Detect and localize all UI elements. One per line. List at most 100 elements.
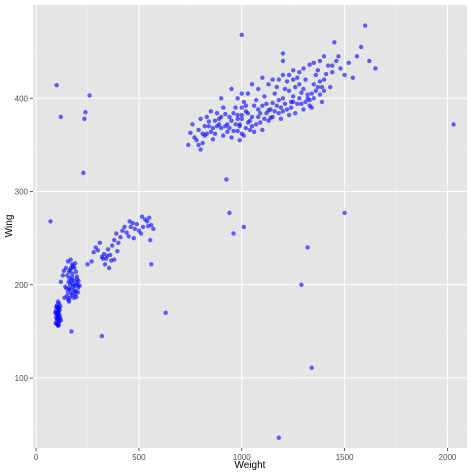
data-point [315, 68, 321, 73]
data-point [69, 262, 75, 267]
data-point [239, 116, 244, 121]
data-point [278, 105, 284, 110]
data-point [89, 259, 94, 264]
data-point [68, 287, 73, 292]
data-point [256, 86, 261, 92]
data-point [301, 66, 306, 71]
data-point [227, 210, 232, 216]
data-point [297, 96, 302, 101]
data-point [65, 290, 71, 295]
data-point [247, 127, 253, 133]
data-point [311, 82, 316, 87]
x-tick-label: 500 [132, 453, 146, 462]
data-point [186, 142, 191, 148]
data-point [358, 44, 364, 50]
data-point [338, 66, 343, 71]
data-point [206, 124, 212, 129]
data-point [229, 86, 234, 92]
data-point [290, 77, 296, 82]
data-point [115, 249, 120, 254]
data-point [262, 116, 267, 121]
x-axis-ticks: 0 500 1000 1500 2000 [34, 448, 457, 462]
data-point [241, 224, 247, 230]
data-point [74, 294, 79, 300]
data-point [276, 77, 281, 82]
data-point [270, 100, 275, 106]
data-point [219, 125, 224, 131]
data-point [67, 295, 73, 301]
data-point [315, 84, 321, 90]
data-point [58, 114, 63, 120]
data-point [68, 265, 74, 271]
data-point [249, 82, 255, 87]
data-point [262, 94, 267, 99]
data-point [266, 118, 271, 123]
data-point [350, 75, 356, 80]
data-point [132, 226, 138, 232]
data-point [311, 96, 316, 101]
data-point [102, 262, 108, 267]
data-point [239, 131, 244, 136]
data-point [330, 69, 335, 75]
data-point [239, 91, 244, 96]
data-point [202, 124, 207, 129]
data-point [295, 75, 300, 80]
data-point [139, 214, 145, 219]
data-point [124, 230, 129, 235]
data-point [212, 118, 218, 123]
y-tick-label: 400 [15, 94, 29, 103]
data-point [282, 86, 288, 92]
data-point [198, 116, 203, 121]
data-point [83, 110, 88, 115]
data-point [270, 114, 275, 120]
data-point [196, 142, 201, 148]
data-point [332, 40, 337, 45]
data-point [74, 274, 80, 279]
data-point [66, 299, 72, 304]
data-point [188, 130, 193, 135]
y-tick-label: 200 [15, 281, 29, 290]
data-point [210, 125, 216, 131]
data-point [317, 92, 323, 97]
data-point [288, 105, 294, 110]
data-point [216, 116, 222, 121]
data-point [138, 231, 144, 236]
data-point [256, 114, 261, 120]
data-point [99, 333, 105, 339]
data-point [301, 86, 306, 92]
data-point [206, 119, 212, 124]
data-point [321, 77, 327, 82]
data-point [134, 221, 140, 227]
data-point [131, 235, 136, 241]
data-point [114, 231, 119, 236]
data-point [239, 112, 244, 118]
data-point [280, 96, 286, 101]
data-point [112, 257, 117, 262]
data-point [190, 122, 195, 127]
data-point [253, 97, 259, 103]
data-point [210, 137, 216, 142]
data-point [251, 129, 257, 135]
data-point [233, 122, 238, 127]
data-point [221, 105, 226, 110]
data-point [223, 124, 228, 129]
data-point [270, 77, 275, 82]
data-point [319, 84, 325, 90]
data-point [305, 245, 310, 250]
data-point [58, 318, 64, 323]
data-point [286, 112, 292, 118]
data-point [231, 128, 236, 134]
data-point [280, 72, 286, 78]
data-point [297, 82, 302, 87]
data-point [128, 224, 133, 230]
x-tick-label: 1000 [233, 453, 251, 462]
data-point [268, 107, 273, 112]
data-point [149, 262, 154, 267]
data-point [272, 109, 277, 114]
data-point [243, 125, 249, 131]
data-point [264, 101, 269, 107]
data-point [145, 223, 151, 229]
data-point [148, 237, 153, 243]
data-point [82, 116, 87, 121]
data-point [109, 243, 115, 248]
